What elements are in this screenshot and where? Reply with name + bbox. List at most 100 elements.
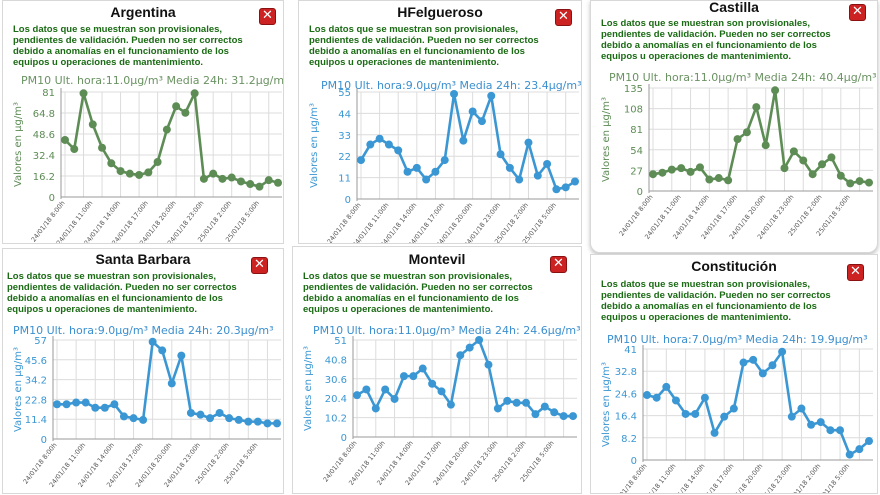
data-point: [215, 408, 224, 417]
data-point: [780, 164, 789, 173]
data-point: [865, 437, 873, 446]
data-point: [225, 414, 234, 423]
close-button[interactable]: ✕: [849, 4, 866, 21]
data-point: [724, 176, 733, 185]
data-point: [98, 143, 107, 152]
data-point: [552, 185, 561, 194]
data-point: [62, 400, 71, 409]
station-panel-argentina: Argentina ✕ Los datos que se muestran so…: [2, 0, 284, 244]
y-axis-label: Valores en µg/m³: [309, 103, 320, 188]
x-tick-label: 24/01/18 8:00h: [611, 462, 648, 494]
data-point: [158, 346, 167, 355]
y-tick-label: 81: [630, 125, 643, 136]
data-point: [135, 170, 144, 179]
data-point: [778, 347, 787, 356]
y-tick-label: 22: [338, 152, 351, 163]
pm10-summary-header: PM10 Ult. hora:11.0µg/m³ Media 24h: 24.6…: [313, 324, 581, 337]
data-point: [569, 412, 577, 421]
data-point: [384, 140, 393, 149]
provisional-data-notice: Los datos que se muestran son provisiona…: [601, 279, 831, 323]
close-icon: ✕: [852, 4, 863, 19]
data-point: [468, 107, 477, 116]
close-button[interactable]: ✕: [251, 257, 268, 274]
y-tick-label: 24.6: [615, 389, 637, 400]
data-point: [381, 385, 390, 394]
y-tick-label: 40.8: [325, 355, 347, 366]
data-point: [148, 337, 157, 346]
data-point: [422, 175, 431, 184]
y-axis-label: Valores en µg/m³: [13, 102, 24, 187]
data-point: [139, 415, 148, 424]
data-point: [816, 418, 825, 427]
data-point: [667, 165, 676, 174]
data-point: [855, 177, 864, 186]
data-point: [818, 160, 827, 169]
data-point: [418, 364, 427, 373]
close-button[interactable]: ✕: [555, 9, 572, 26]
data-point: [61, 135, 69, 144]
data-point: [710, 428, 719, 437]
y-tick-label: 51: [334, 336, 347, 347]
data-point: [206, 414, 215, 423]
data-point: [437, 387, 446, 396]
data-point: [181, 108, 190, 117]
y-tick-label: 44: [338, 109, 351, 120]
y-tick-label: 32.4: [33, 151, 55, 162]
data-point: [72, 398, 81, 407]
data-point: [652, 393, 661, 402]
data-point: [116, 167, 125, 176]
data-line: [64, 91, 279, 188]
data-point: [246, 180, 255, 189]
provisional-data-notice: Los datos que se muestran son provisiona…: [601, 18, 831, 62]
close-button[interactable]: ✕: [550, 256, 567, 273]
pm10-summary-header: PM10 Ult. hora:7.0µg/m³ Media 24h: 19.9µ…: [607, 333, 868, 346]
data-point: [729, 404, 738, 413]
data-point: [475, 336, 484, 344]
pm10-summary-header: PM10 Ult. hora:9.0µg/m³ Media 24h: 23.4µ…: [321, 79, 582, 92]
station-panel-castilla: Castilla ✕ Los datos que se muestran son…: [590, 0, 878, 253]
data-point: [768, 361, 777, 370]
data-line: [359, 92, 576, 191]
y-tick-label: 16.2: [33, 172, 55, 183]
data-point: [428, 379, 437, 388]
data-point: [505, 163, 514, 172]
data-point: [244, 417, 253, 426]
data-point: [125, 169, 134, 178]
data-point: [357, 156, 365, 165]
pm10-summary-header: PM10 Ult. hora:9.0µg/m³ Media 24h: 20.3µ…: [13, 324, 274, 337]
y-tick-label: 108: [624, 105, 643, 116]
data-point: [493, 404, 502, 413]
close-icon: ✕: [558, 9, 569, 24]
y-tick-label: 33: [338, 131, 351, 142]
close-button[interactable]: ✕: [847, 264, 864, 281]
data-point: [749, 355, 758, 364]
data-point: [274, 178, 282, 187]
data-point: [789, 147, 798, 156]
data-point: [88, 120, 97, 129]
y-tick-label: 0: [341, 433, 347, 444]
data-point: [446, 400, 455, 409]
data-point: [264, 176, 273, 185]
data-point: [720, 412, 729, 421]
data-point: [512, 398, 521, 407]
y-tick-label: 135: [624, 84, 643, 95]
data-point: [456, 351, 465, 360]
y-axis-label: Valores en µg/m³: [601, 362, 612, 447]
data-point: [362, 385, 371, 394]
close-button[interactable]: ✕: [259, 8, 276, 25]
data-point: [409, 372, 418, 381]
data-point: [540, 402, 549, 411]
data-point: [412, 163, 421, 172]
data-point: [70, 145, 79, 154]
y-tick-label: 41: [624, 345, 637, 356]
data-point: [144, 168, 153, 177]
data-point: [440, 156, 449, 165]
close-icon: ✕: [553, 256, 564, 271]
data-point: [827, 153, 836, 162]
close-icon: ✕: [850, 264, 861, 279]
data-point: [399, 372, 408, 381]
data-point: [450, 89, 459, 98]
y-tick-label: 27: [630, 166, 643, 177]
